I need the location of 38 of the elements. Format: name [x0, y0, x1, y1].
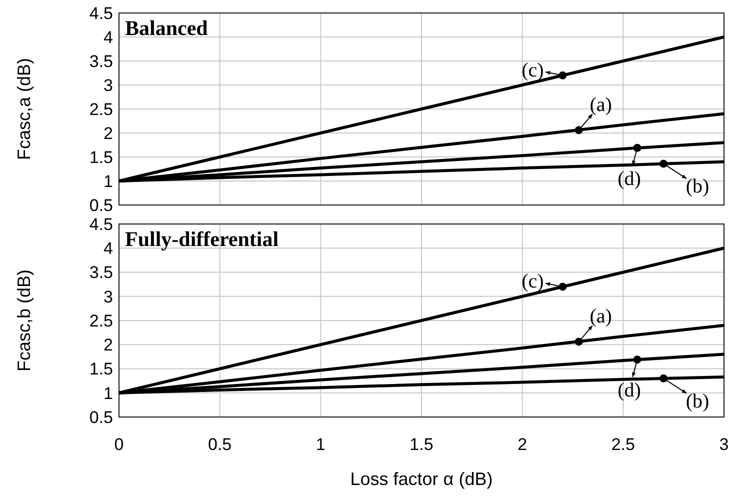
y-tick-label: 4 [104, 239, 113, 258]
y-tick-label: 0.5 [89, 196, 113, 215]
annotation: (a) [590, 94, 612, 116]
annotation: (c) [522, 270, 544, 293]
x-axis-title: Loss factor α (dB) [350, 469, 493, 489]
x-tick-label: 2.5 [611, 435, 635, 454]
chart-title: Balanced [125, 16, 208, 40]
y-tick-label: 3 [104, 287, 113, 306]
y-axis-title: Fcasc,b (dB) [14, 269, 34, 372]
y-tick-label: 4.5 [89, 4, 113, 23]
y-tick-label: 2 [104, 336, 113, 355]
annotation: (d) [618, 168, 641, 190]
annotation: (d) [618, 380, 641, 402]
y-tick-label: 1 [104, 384, 113, 403]
y-tick-label: 4 [104, 28, 113, 47]
y-tick-label: 2.5 [89, 100, 113, 119]
y-tick-label: 1 [104, 172, 113, 191]
y-axis-title: Fcasc,a (dB) [14, 58, 34, 160]
y-tick-label: 2.5 [89, 311, 113, 330]
x-tick-label: 1.5 [410, 435, 434, 454]
y-tick-label: 0.5 [89, 408, 113, 427]
annotation: (c) [522, 59, 544, 82]
y-tick-label: 3 [104, 76, 113, 95]
y-tick-label: 1.5 [89, 360, 113, 379]
annotation: (a) [590, 306, 612, 328]
x-tick-label: 2 [518, 435, 528, 454]
y-tick-label: 4.5 [89, 214, 113, 234]
annotation: (b) [686, 176, 710, 198]
x-tick-label: 3 [719, 435, 729, 454]
y-tick-label: 3.5 [89, 263, 113, 282]
annotation: (b) [686, 390, 710, 412]
chart-title: Fully-differential [125, 227, 279, 251]
y-tick-label: 2 [104, 124, 113, 143]
x-tick-label: 0 [114, 435, 124, 454]
y-tick-label: 1.5 [89, 148, 113, 167]
x-tick-label: 0.5 [208, 435, 232, 454]
x-tick-label: 1 [316, 435, 326, 454]
y-tick-label: 3.5 [89, 52, 113, 71]
